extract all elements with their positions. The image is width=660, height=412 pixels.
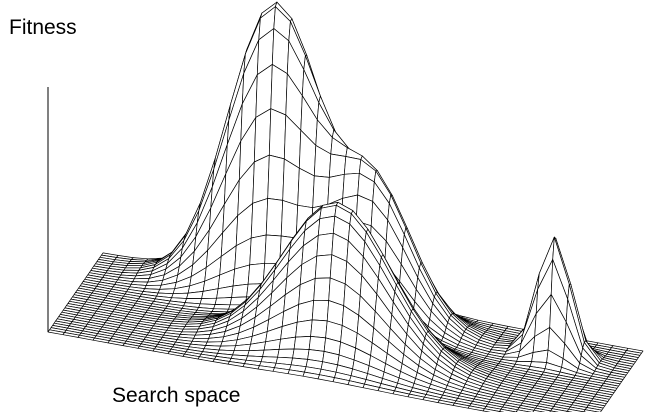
surface-cell (314, 254, 333, 279)
surface-cell (499, 408, 517, 412)
surface-cell (312, 175, 330, 209)
surface-cell (250, 198, 269, 239)
surface-cell (253, 108, 272, 163)
surface-cell (583, 409, 600, 412)
surface-cell (270, 64, 288, 116)
surface-cell (295, 319, 313, 338)
surface-cell (277, 348, 295, 359)
surface-cell (267, 154, 285, 201)
surface-cell (342, 172, 360, 199)
surface-cell (311, 299, 330, 322)
fitness-surface-mesh (47, 1, 644, 412)
surface-cell (280, 200, 299, 239)
surface-cell (247, 349, 265, 357)
search-space-axis-label: Search space (112, 384, 241, 407)
surface-cell (249, 234, 267, 266)
surface-cell (328, 153, 347, 178)
surface-cell (265, 198, 284, 237)
surface-cell (231, 283, 249, 298)
surface-cell (316, 232, 334, 257)
surface-cell (199, 297, 217, 305)
surface-cell (252, 154, 270, 204)
fitness-axis-label: Fitness (9, 16, 77, 39)
surface-cell (214, 297, 232, 306)
surface-cell (278, 336, 296, 350)
surface-cell (313, 277, 331, 301)
surface-cell (343, 156, 362, 175)
surface-cell (193, 334, 211, 339)
surface-cell (247, 262, 266, 285)
surface-cell (310, 319, 328, 339)
surface-cell (262, 349, 280, 358)
surface-cell (515, 409, 532, 412)
surface-cell (293, 336, 311, 350)
surface-cell (317, 215, 336, 236)
surface-cell (268, 108, 287, 160)
surface-cell (292, 348, 310, 360)
surface-cell (308, 336, 326, 352)
